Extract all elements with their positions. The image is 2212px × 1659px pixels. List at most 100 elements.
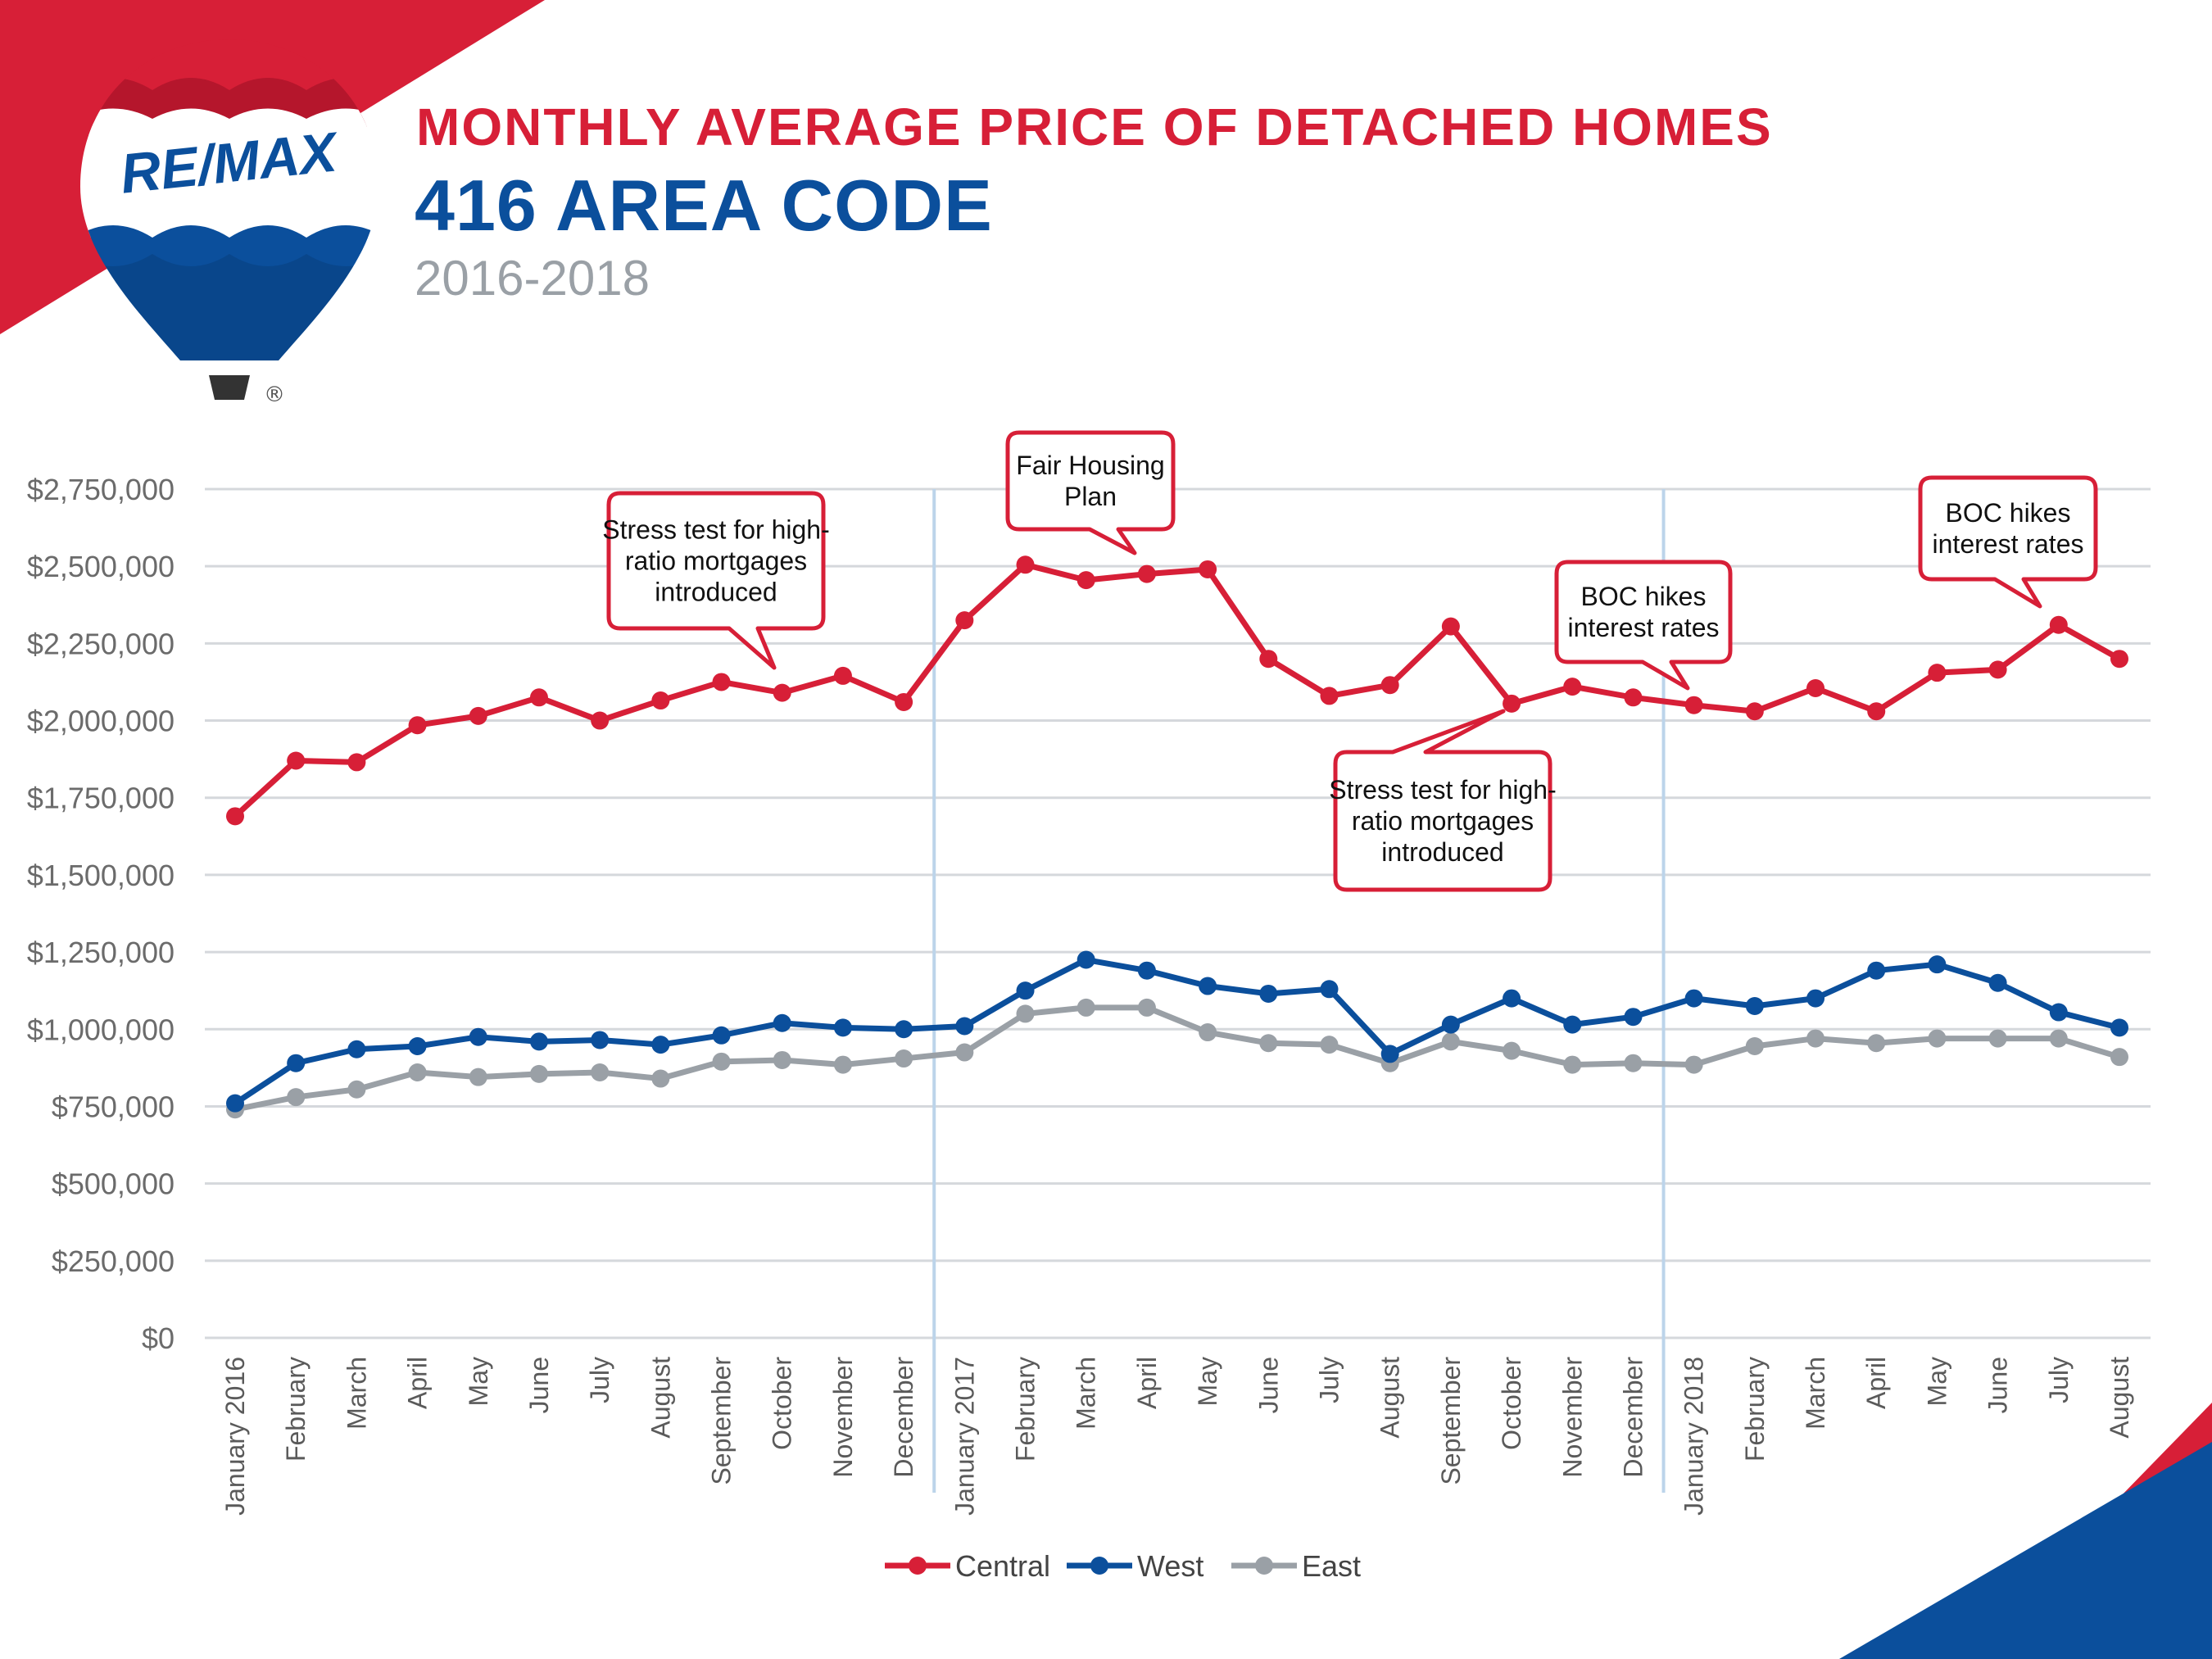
y-tick-label: $2,000,000	[27, 705, 175, 738]
y-tick-label: $2,250,000	[27, 627, 175, 660]
x-tick-label: October	[1497, 1357, 1526, 1450]
callout-text-line: ratio mortgages	[1352, 806, 1534, 836]
x-tick-label: October	[768, 1357, 797, 1450]
data-point-west	[287, 1054, 306, 1072]
data-point-central	[2049, 615, 2068, 634]
data-point-central	[1745, 702, 1764, 721]
y-tick-label: $750,000	[52, 1090, 175, 1123]
legend-entry-central: Central	[885, 1549, 1050, 1583]
callout-text-line: Fair Housing	[1016, 451, 1164, 480]
data-point-west	[1928, 955, 1947, 974]
data-point-west	[469, 1027, 487, 1046]
x-tick-label: May	[1922, 1357, 1951, 1406]
series-east	[226, 998, 2128, 1119]
x-tick-label: November	[828, 1357, 858, 1478]
data-point-east	[529, 1064, 548, 1083]
legend-entry-west: West	[1067, 1549, 1203, 1583]
data-point-central	[1016, 555, 1035, 574]
callout-text-line: interest rates	[1933, 529, 2084, 559]
callout-box	[606, 491, 826, 670]
data-point-central	[1867, 702, 1886, 721]
y-axis-ticks: $0 $250,000 $500,000 $750,000 $1,000,000 $1,2…	[27, 473, 175, 1355]
data-point-central	[1624, 688, 1643, 707]
legend-label: East	[1302, 1549, 1361, 1583]
data-point-west	[226, 1094, 244, 1113]
callout-box	[1333, 709, 1552, 892]
data-point-central	[1259, 650, 1278, 669]
x-tick-label: June	[524, 1357, 554, 1413]
data-point-central	[1503, 694, 1521, 713]
annotation-callout-2: Stress test for high-ratio mortgagesintr…	[1329, 709, 1557, 892]
data-point-west	[1320, 980, 1339, 999]
data-point-east	[1988, 1029, 2007, 1048]
year-range: 2016-2018	[415, 251, 650, 306]
data-point-west	[1199, 977, 1217, 995]
data-point-west	[895, 1020, 913, 1039]
data-point-central	[226, 807, 244, 826]
data-point-east	[1806, 1029, 1825, 1048]
x-tick-label: November	[1557, 1357, 1587, 1478]
x-tick-label: March	[342, 1357, 371, 1430]
balloon-basket	[209, 375, 250, 400]
data-point-west	[529, 1032, 548, 1051]
x-tick-label: September	[1436, 1357, 1466, 1485]
callout-text-line: Stress test for high-	[1329, 775, 1556, 805]
data-point-central	[347, 753, 366, 772]
data-point-central	[712, 673, 731, 691]
data-point-central	[833, 666, 852, 685]
data-point-central	[895, 692, 913, 711]
x-tick-label: May	[1193, 1357, 1222, 1406]
x-tick-label: April	[1132, 1357, 1162, 1409]
legend-swatch-marker	[1090, 1557, 1108, 1575]
data-point-east	[1320, 1036, 1339, 1054]
data-point-east	[955, 1043, 974, 1062]
x-tick-label: February	[1011, 1357, 1040, 1462]
data-point-west	[1624, 1008, 1643, 1027]
data-point-east	[1684, 1055, 1703, 1074]
data-point-central	[1077, 571, 1095, 590]
data-point-east	[591, 1063, 610, 1082]
data-point-west	[1563, 1015, 1582, 1034]
data-point-central	[651, 691, 670, 710]
data-point-central	[529, 688, 548, 707]
x-axis-ticks: January 2016 February March April May June Jul…	[220, 1357, 2134, 1516]
y-tick-label: $500,000	[52, 1167, 175, 1201]
data-point-central	[773, 683, 791, 702]
data-point-east	[1867, 1034, 1886, 1053]
series-central	[226, 555, 2128, 826]
data-point-east	[1259, 1034, 1278, 1053]
x-tick-label: July	[2044, 1357, 2074, 1403]
data-point-central	[1380, 676, 1399, 695]
data-point-west	[1077, 950, 1095, 969]
data-point-east	[1441, 1032, 1460, 1051]
registered-mark: ®	[264, 383, 285, 407]
remax-balloon-logo: RE/MAX ®	[80, 39, 378, 407]
x-tick-label: February	[281, 1357, 310, 1462]
data-point-west	[773, 1013, 791, 1032]
callout-text-line: interest rates	[1568, 613, 1720, 642]
data-point-west	[1016, 981, 1035, 1000]
callout-box	[1554, 560, 1733, 691]
data-point-central	[1563, 678, 1582, 696]
series-layer	[226, 555, 2128, 1119]
x-tick-label: June	[1253, 1357, 1283, 1413]
series-west	[226, 950, 2128, 1113]
data-point-east	[408, 1063, 427, 1082]
callout-text-line: BOC hikes	[1581, 582, 1707, 611]
data-point-east	[833, 1055, 852, 1074]
x-tick-label: May	[464, 1357, 493, 1406]
x-tick-label: June	[1983, 1357, 2013, 1413]
data-point-central	[1441, 617, 1460, 636]
callout-text-line: introduced	[655, 578, 777, 607]
data-point-east	[1077, 998, 1095, 1017]
data-point-west	[347, 1040, 366, 1058]
data-point-east	[1928, 1029, 1947, 1048]
callout-box	[1918, 475, 2098, 609]
data-point-east	[2110, 1048, 2128, 1067]
data-point-central	[287, 751, 306, 770]
callout-box	[1005, 430, 1176, 555]
callout-text-line: Plan	[1064, 482, 1117, 511]
